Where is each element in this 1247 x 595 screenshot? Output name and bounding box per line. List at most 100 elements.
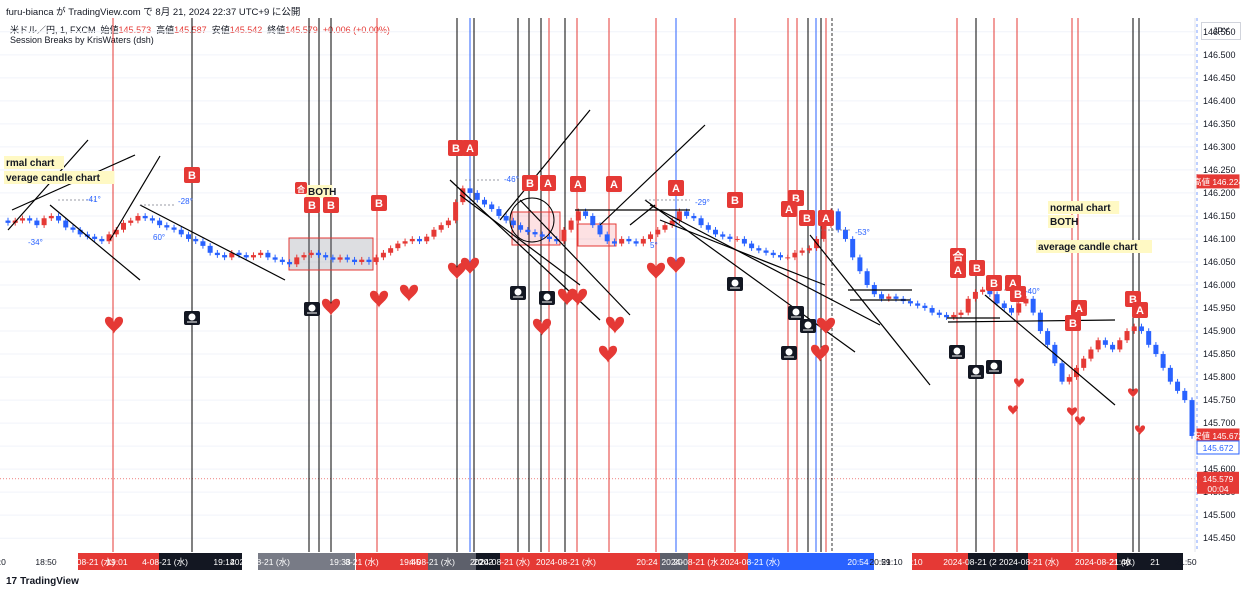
candle-body (337, 257, 343, 260)
candle-body (1016, 303, 1022, 313)
symbol-legend: 米ドル／円, 1, FXCM 始値145.573 高値145.587 安値145… (10, 23, 390, 36)
heart-icon (447, 262, 467, 280)
time-axis-segment (78, 553, 108, 570)
candle-body (900, 298, 906, 302)
candle-body (676, 211, 682, 221)
candle-body (1052, 344, 1058, 364)
tradingview-logo-icon: 17 (6, 576, 18, 587)
candle-body (63, 220, 69, 228)
y-tick-label: 146.350 (1203, 119, 1236, 129)
candle-body (619, 238, 625, 244)
time-axis-segment (258, 553, 355, 570)
time-axis-label: 20:59 (869, 557, 891, 567)
close-label: 終値 (267, 25, 286, 35)
trend-line (109, 155, 161, 241)
candle-body (200, 241, 206, 246)
y-tick-label: 145.450 (1203, 533, 1236, 543)
annotation-highlight (1048, 215, 1075, 228)
candle-body (352, 259, 358, 262)
candle-body (92, 236, 98, 239)
symbol-name[interactable]: 米ドル／円, 1, FXCM (10, 25, 96, 35)
candle-body (850, 238, 856, 258)
trend-line (809, 234, 931, 386)
signal-marker (184, 167, 200, 183)
candle-body (1131, 326, 1137, 332)
candle-body (34, 220, 40, 226)
candle-body (770, 252, 776, 256)
y-tick-label: 146.400 (1203, 96, 1236, 106)
price-label-text: 145.672 (1203, 443, 1234, 453)
time-axis-segment (748, 553, 874, 570)
signal-marker (448, 140, 464, 156)
time-axis-label: 19:33 (329, 557, 351, 567)
candle-body (814, 238, 820, 249)
time-axis-label: 2024-08-21 (水) (470, 557, 530, 567)
signal-marker (818, 210, 834, 226)
time-axis-segment (1028, 553, 1117, 570)
candle-body (821, 225, 827, 239)
candle-body (272, 257, 278, 260)
high-label: 高値 (156, 25, 175, 35)
candle-body (756, 248, 762, 251)
candle-body (388, 248, 394, 253)
candle-body (41, 218, 47, 226)
angle-label: -53° (855, 228, 870, 237)
candle-body (734, 238, 740, 240)
signal-marker-label: A (610, 179, 618, 191)
candle-body (330, 257, 336, 260)
candle-body (380, 252, 386, 258)
candle-body (1124, 331, 1130, 341)
signal-marker (462, 140, 478, 156)
time-axis-label: 2024-08-21 (2 (943, 557, 997, 567)
time-axis-segment (108, 553, 159, 570)
candle-body (409, 238, 415, 242)
signal-marker-label: A (466, 143, 474, 155)
currency-button[interactable]: JPY (1201, 22, 1241, 40)
y-tick-label: 145.750 (1203, 395, 1236, 405)
candle-body (438, 225, 444, 230)
time-axis-label: 21 (1150, 557, 1160, 567)
candle-body (1117, 340, 1123, 350)
skull-icon (184, 311, 200, 325)
annotation-text: verage candle chart (6, 173, 101, 184)
annotation-highlight (306, 185, 333, 198)
candle-body (1146, 331, 1152, 345)
signal-marker (540, 175, 556, 191)
candle-body (806, 248, 812, 251)
time-axis-label: 20 (473, 557, 483, 567)
price-label (1196, 174, 1240, 189)
signal-marker (1010, 286, 1026, 302)
time-axis-label: 21:50 (1175, 557, 1197, 567)
candle-body (597, 225, 603, 235)
candle-body (1153, 344, 1159, 355)
candle-body (431, 229, 437, 237)
heart-icon (605, 316, 625, 334)
heart-icon (598, 345, 618, 363)
annotation-text: BOTH (308, 187, 336, 198)
skull-icon-head (804, 321, 812, 329)
candle-body (590, 215, 596, 226)
signal-marker-label: B (1069, 318, 1077, 330)
signal-marker (570, 176, 586, 192)
time-axis-label: 2024-08-21 (水) (536, 557, 596, 567)
indicator-legend[interactable]: Session Breaks by KrisWaters (dsh) (10, 35, 154, 45)
angle-label: -41° (86, 195, 101, 204)
skull-icon-head (785, 348, 793, 356)
heart-icon (666, 256, 686, 274)
skull-icon (510, 286, 526, 300)
time-axis-bg (0, 552, 1195, 572)
skull-icon (304, 302, 320, 316)
candle-body (648, 234, 654, 239)
candle-body (185, 234, 191, 239)
trend-line (499, 109, 591, 221)
candle-body (669, 220, 675, 226)
candle-body (907, 301, 913, 304)
annotation-text: BOTH (1050, 217, 1078, 228)
signal-marker (295, 182, 307, 194)
candle-body (554, 238, 560, 242)
time-axis-label: 2024-08-21 (水) (55, 557, 115, 567)
heart-icon (104, 316, 124, 334)
candle-body (366, 259, 372, 262)
candle-body (178, 229, 184, 235)
